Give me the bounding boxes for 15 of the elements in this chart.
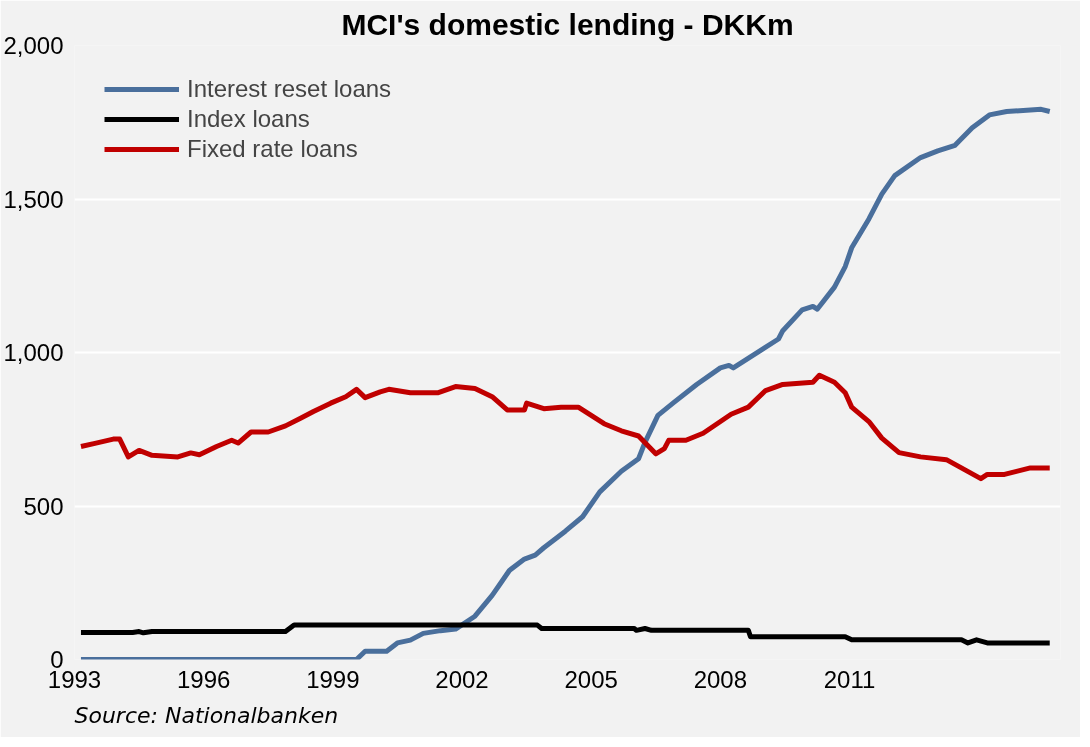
chart-title: MCI's domestic lending - DKKm xyxy=(341,7,794,41)
x-tick-label: 2002 xyxy=(435,665,489,693)
legend-label: Interest reset loans xyxy=(187,75,392,103)
x-tick-label: 2005 xyxy=(564,665,618,693)
x-tick-label: 2008 xyxy=(693,665,748,693)
y-tick-label: 1,000 xyxy=(3,339,64,366)
y-tick-label: 1,500 xyxy=(3,185,64,213)
x-tick-label: 2011 xyxy=(823,665,876,693)
legend-label: Index loans xyxy=(187,105,310,133)
x-tick-label: 1999 xyxy=(306,665,360,693)
source-note: Source: Nationalbanken xyxy=(74,702,339,728)
legend-label: Fixed rate loans xyxy=(187,135,358,163)
y-tick-label: 2,000 xyxy=(3,32,64,59)
y-tick-label: 500 xyxy=(23,492,64,520)
x-tick-label: 1996 xyxy=(176,665,231,693)
